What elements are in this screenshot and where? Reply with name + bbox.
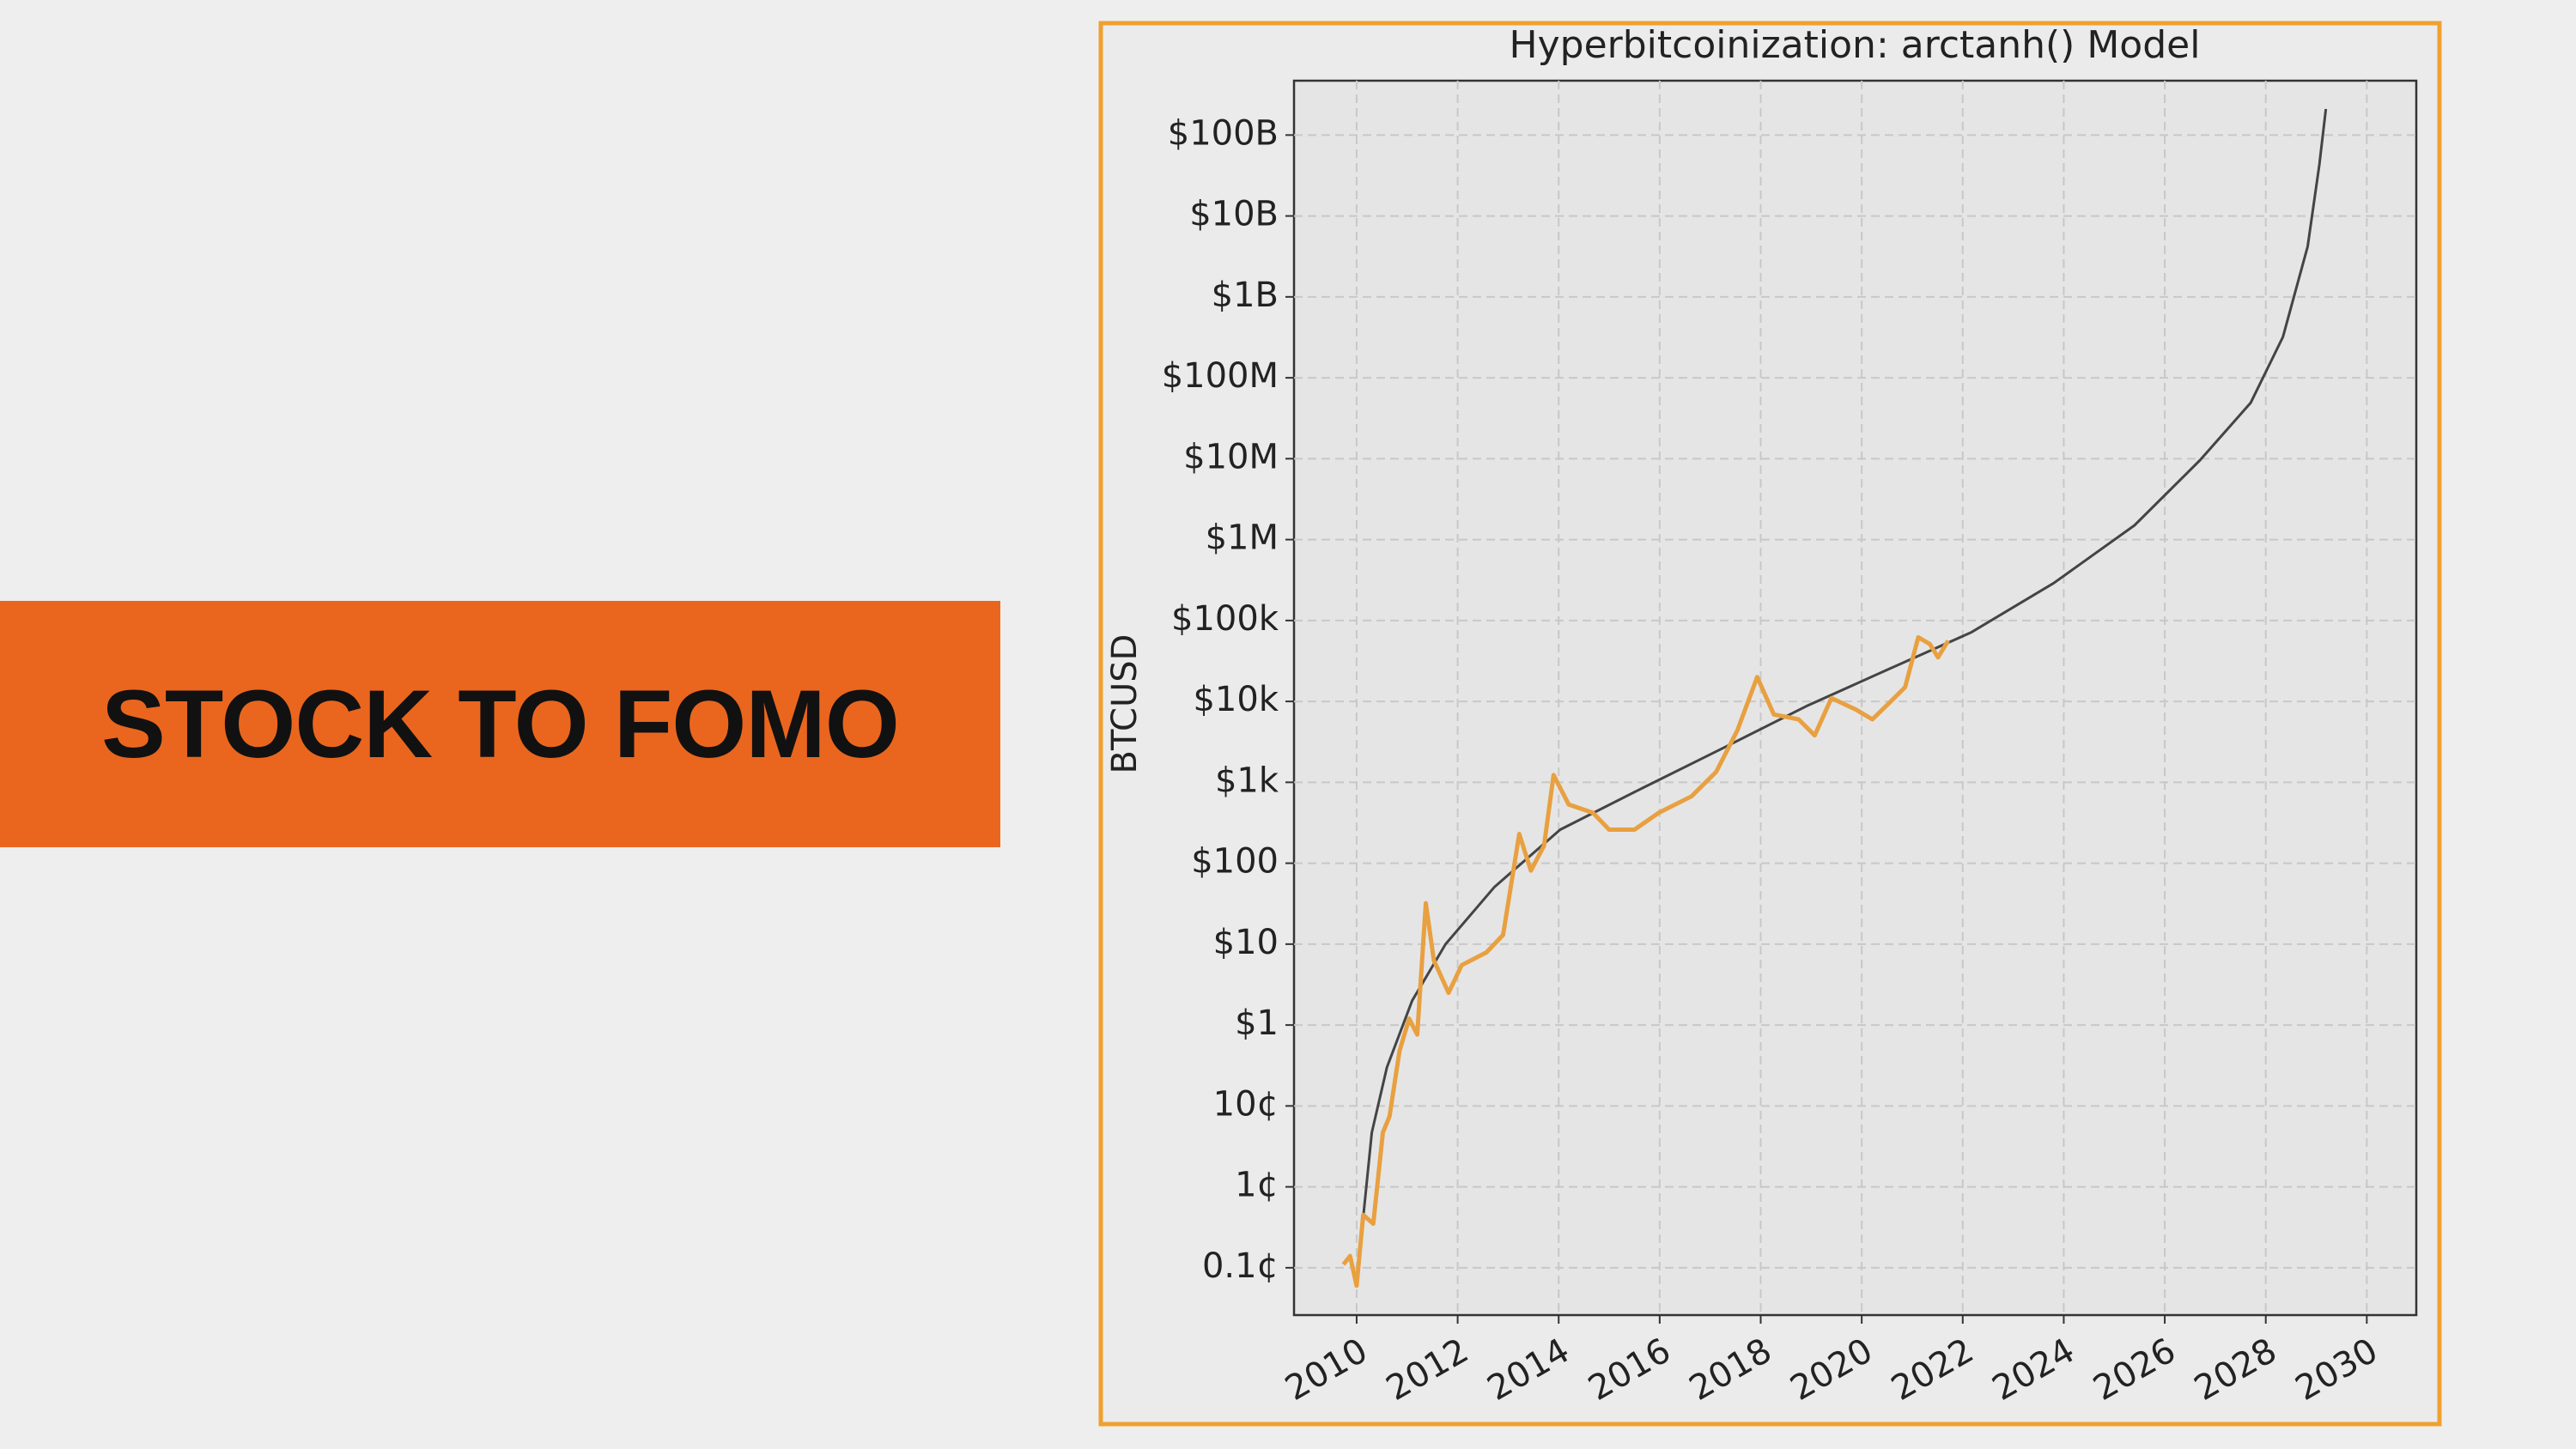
y-axis-label: BTCUSD bbox=[1105, 634, 1145, 774]
chart-title: Hyperbitcoinization: arctanh() Model bbox=[1510, 23, 2201, 67]
y-tick-label: $100M bbox=[1162, 356, 1279, 396]
y-tick-label: $1k bbox=[1215, 761, 1279, 800]
data-line bbox=[1358, 108, 2328, 1247]
y-tick-label: 10¢ bbox=[1213, 1084, 1279, 1124]
y-tick-label: $100k bbox=[1171, 599, 1279, 639]
y-tick-label: $100 bbox=[1191, 842, 1279, 882]
heading: STOCK TO FOMO bbox=[101, 670, 900, 778]
plot-area bbox=[1292, 79, 2418, 1317]
y-tick-label: $10M bbox=[1183, 437, 1279, 476]
y-tick-label: $1M bbox=[1206, 518, 1279, 558]
y-tick-label: 1¢ bbox=[1235, 1166, 1279, 1205]
y-tick-label: $100B bbox=[1168, 113, 1279, 153]
banner: STOCK TO FOMO bbox=[0, 601, 1000, 847]
y-tick-label: $10k bbox=[1193, 680, 1279, 719]
y-tick-label: $10 bbox=[1213, 923, 1279, 962]
y-tick-label: $1B bbox=[1212, 276, 1279, 315]
y-tick-label: $10B bbox=[1189, 195, 1279, 234]
y-tick-label: $1 bbox=[1235, 1003, 1279, 1043]
data-line bbox=[1341, 634, 1950, 1288]
y-tick-label: 0.1¢ bbox=[1202, 1246, 1279, 1286]
